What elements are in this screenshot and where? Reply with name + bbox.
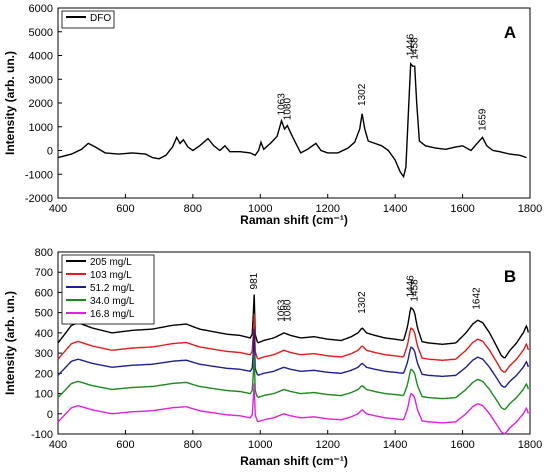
series-line [57,313,529,373]
series-line [57,61,527,179]
y-tick-label: 0 [47,146,53,158]
x-tick-label: 1800 [518,439,542,451]
y-tick-label: 1000 [29,122,53,134]
y-tick-label: 5000 [29,27,53,39]
x-tick-label: 1200 [315,439,339,451]
x-tick-label: 1000 [248,439,272,451]
y-tick-label: 300 [35,348,53,360]
x-tick-label: 800 [184,203,202,215]
legend-entry: 51.2 mg/L [90,283,135,294]
series-line [57,294,529,359]
panel-b: 400 600 800 1000 1200 1400 1600 1800 -100 0 100 200… [3,247,542,468]
plot-frame [57,7,531,199]
series-line [57,355,529,410]
y-axis-label: Intensity (arb. un.) [3,51,17,155]
peak-label: 1659 [477,108,488,131]
y-tick-label: 200 [35,368,53,380]
y-tick-label: 600 [35,287,53,299]
panel-letter: A [504,23,516,42]
y-tick-label: 6000 [29,3,53,15]
series-line [57,383,529,435]
legend-box [61,10,115,29]
legend-entry: DFO [90,13,111,24]
y-tick-label: 400 [35,328,53,340]
y-tick-label: 0 [47,409,53,421]
peak-label: 1080 [282,299,293,322]
x-tick-label: 400 [49,439,67,451]
x-axis-label: Raman shift (cm⁻¹) [240,213,348,227]
peak-label: 981 [249,272,260,289]
peak-label: 1063 [277,93,288,116]
y-tick-label: 700 [35,267,53,279]
x-tick-label: 400 [49,203,67,215]
x-axis-label: Raman shift (cm⁻¹) [240,454,348,468]
x-tick-label: 600 [116,439,134,451]
peak-label: 1458 [410,279,421,302]
y-tick-label: 800 [35,247,53,259]
y-tick-label: 500 [35,308,53,320]
y-tick-label: 4000 [29,51,53,63]
y-axis-label: Intensity (arb. un.) [3,291,17,395]
y-tick-label: 2000 [29,98,53,110]
legend-entry: 205 mg/L [90,257,132,268]
x-tick-label: 800 [184,439,202,451]
x-tick-label: 1400 [383,439,407,451]
y-tick-label: 3000 [29,74,53,86]
x-tick-label: 1400 [383,203,407,215]
panel-letter: B [504,267,516,286]
x-tick-label: 1200 [315,203,339,215]
peak-label: 1063 [277,299,288,322]
panel-a: 400 600 800 1000 1200 1400 1600 1800 -2000 -1000 0… [3,3,542,227]
legend-entry: 16.8 mg/L [90,309,135,320]
legend-entry: 103 mg/L [90,270,132,281]
y-tick-label: -100 [31,429,53,441]
x-tick-label: 1600 [450,439,474,451]
series-line [57,328,529,388]
x-tick-label: 1600 [450,203,474,215]
y-tick-label: -1000 [25,169,53,181]
peak-label: 1458 [410,37,421,60]
peak-label: 1080 [282,98,293,121]
x-tick-label: 1000 [248,203,272,215]
peak-label: 1446 [406,275,417,298]
y-tick-label: -2000 [25,193,53,205]
peak-label: 1302 [357,83,368,106]
peak-label: 1642 [472,287,483,310]
y-tick-label: 100 [35,389,53,401]
legend-entry: 34.0 mg/L [90,296,135,307]
x-tick-label: 1800 [518,203,542,215]
x-tick-label: 600 [116,203,134,215]
peak-label: 1302 [357,291,368,314]
peak-label: 1446 [406,33,417,56]
